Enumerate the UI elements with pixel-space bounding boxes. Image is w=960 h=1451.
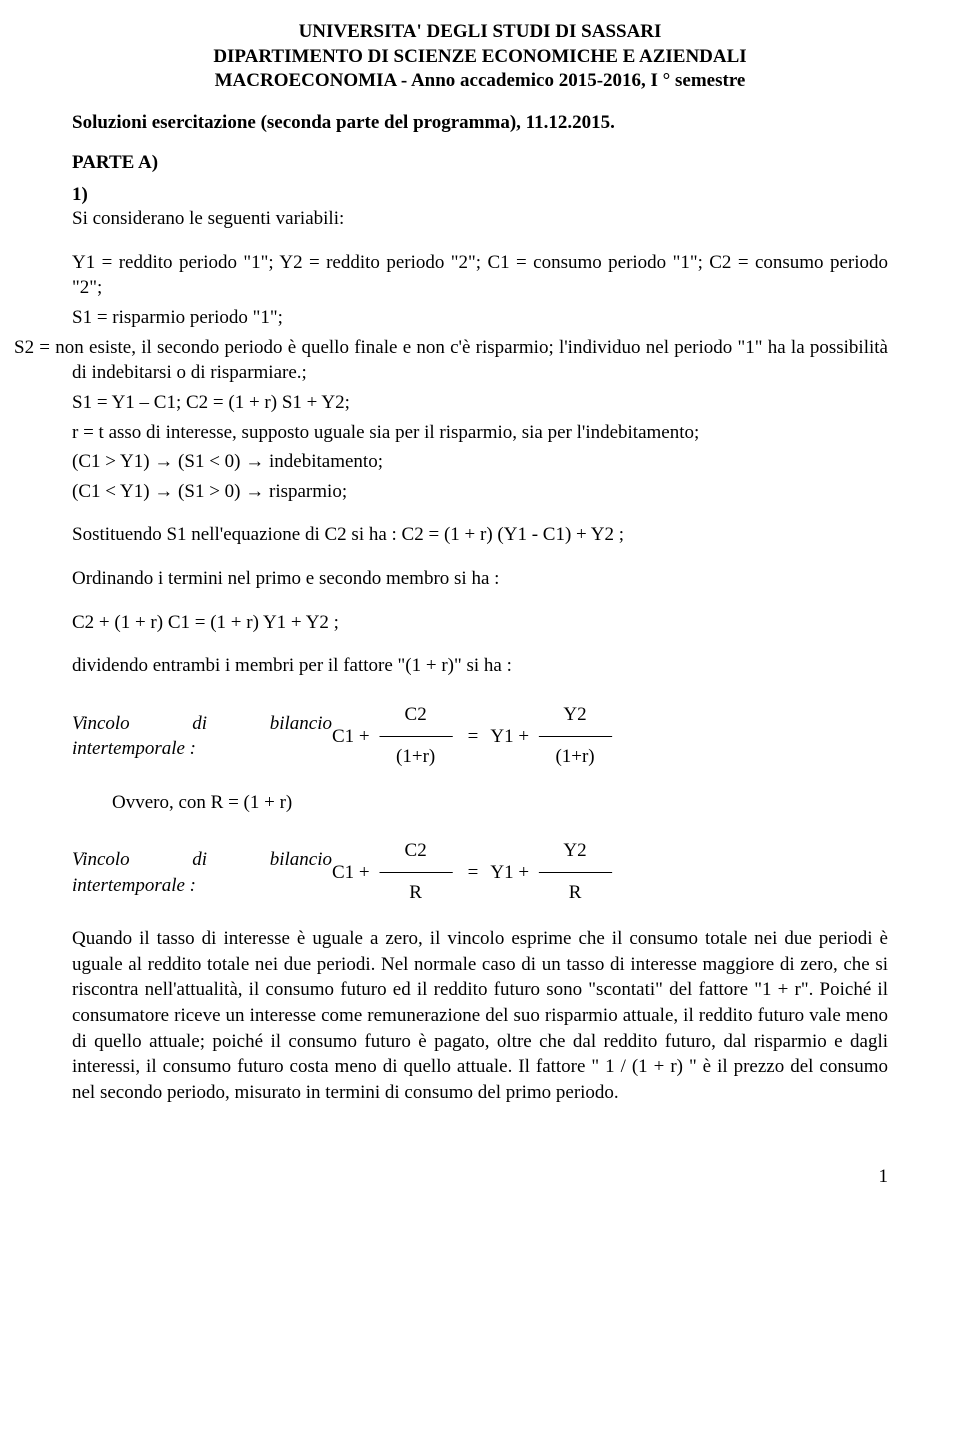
frac-num: C2: [405, 841, 427, 862]
spacer: [72, 639, 888, 653]
vincolo-expression-2: C1 + C2 ———— R = Y1 + Y2 ———— R: [332, 841, 615, 904]
def-line-7: (C1 < Y1) → (S1 > 0) → risparmio;: [72, 479, 888, 505]
document-header: UNIVERSITA' DEGLI STUDI DI SASSARI DIPAR…: [72, 20, 888, 94]
frac-num: Y2: [563, 705, 586, 726]
document-subtitle: Soluzioni esercitazione (seconda parte d…: [72, 112, 888, 134]
vincolo-expression-1: C1 + C2 ———— (1+r) = Y1 + Y2 ———— (1+r): [332, 705, 615, 768]
sostituendo-line: Sostituendo S1 nell'equazione di C2 si h…: [72, 522, 888, 548]
fraction-c2: C2 ———— (1+r): [380, 705, 452, 768]
def-line-3: S2 = non esiste, il secondo periodo è qu…: [72, 335, 888, 386]
spacer: [72, 912, 888, 926]
term-y1: Y1 +: [490, 860, 529, 886]
def-line-4: S1 = Y1 – C1; C2 = (1 + r) S1 + Y2;: [72, 390, 888, 416]
spacer: [72, 776, 888, 790]
spacer: [72, 508, 888, 522]
question-number-1: 1): [72, 184, 888, 206]
spacer: [72, 236, 888, 250]
equals-sign: =: [468, 860, 479, 886]
document-page: UNIVERSITA' DEGLI STUDI DI SASSARI DIPAR…: [0, 0, 960, 1228]
def-line-5: r = t asso di interesse, supposto uguale…: [72, 420, 888, 446]
spacer: [72, 596, 888, 610]
term-c1: C1 +: [332, 860, 370, 886]
term-y1: Y1 +: [490, 724, 529, 750]
fraction-c2-r: C2 ———— R: [380, 841, 452, 904]
header-line-2: DIPARTIMENTO DI SCIENZE ECONOMICHE E AZI…: [72, 45, 888, 70]
spacer: [72, 683, 888, 697]
body-text: Si considerano le seguenti variabili: Y1…: [72, 206, 888, 1105]
vincolo-label-2: Vincolo di bilancio intertemporale :: [72, 847, 332, 898]
frac-den: R: [569, 883, 582, 904]
frac-den: (1+r): [555, 747, 594, 768]
spacer: [72, 819, 888, 833]
equation-line: C2 + (1 + r) C1 = (1 + r) Y1 + Y2 ;: [72, 610, 888, 636]
header-line-3: MACROECONOMIA - Anno accademico 2015-201…: [72, 69, 888, 94]
header-line-1: UNIVERSITA' DEGLI STUDI DI SASSARI: [72, 20, 888, 45]
fraction-y2: Y2 ———— (1+r): [539, 705, 611, 768]
intro-line: Si considerano le seguenti variabili:: [72, 206, 888, 232]
frac-den: (1+r): [396, 747, 435, 768]
vincolo-label-1: Vincolo di bilancio intertemporale :: [72, 711, 332, 762]
dividendo-line: dividendo entrambi i membri per il fatto…: [72, 653, 888, 679]
vincolo-equation-2: Vincolo di bilancio intertemporale : C1 …: [72, 841, 888, 904]
fraction-y2-r: Y2 ———— R: [539, 841, 611, 904]
frac-den: R: [409, 883, 422, 904]
frac-line: ————: [380, 862, 452, 883]
section-parte-a: PARTE A): [72, 152, 888, 174]
def-line-1: Y1 = reddito periodo "1"; Y2 = reddito p…: [72, 250, 888, 301]
frac-num: C2: [405, 705, 427, 726]
explanation-paragraph: Quando il tasso di interesse è uguale a …: [72, 926, 888, 1105]
def-line-6: (C1 > Y1) → (S1 < 0) → indebitamento;: [72, 449, 888, 475]
frac-line: ————: [539, 862, 611, 883]
ovvero-line: Ovvero, con R = (1 + r): [112, 790, 888, 816]
term-c1: C1 +: [332, 724, 370, 750]
def-line-2: S1 = risparmio periodo "1";: [72, 305, 888, 331]
ordinando-line: Ordinando i termini nel primo e secondo …: [72, 566, 888, 592]
frac-num: Y2: [563, 841, 586, 862]
equals-sign: =: [468, 724, 479, 750]
frac-line: ————: [539, 726, 611, 747]
page-number: 1: [72, 1166, 888, 1188]
spacer: [72, 552, 888, 566]
frac-line: ————: [380, 726, 452, 747]
vincolo-equation-1: Vincolo di bilancio intertemporale : C1 …: [72, 705, 888, 768]
